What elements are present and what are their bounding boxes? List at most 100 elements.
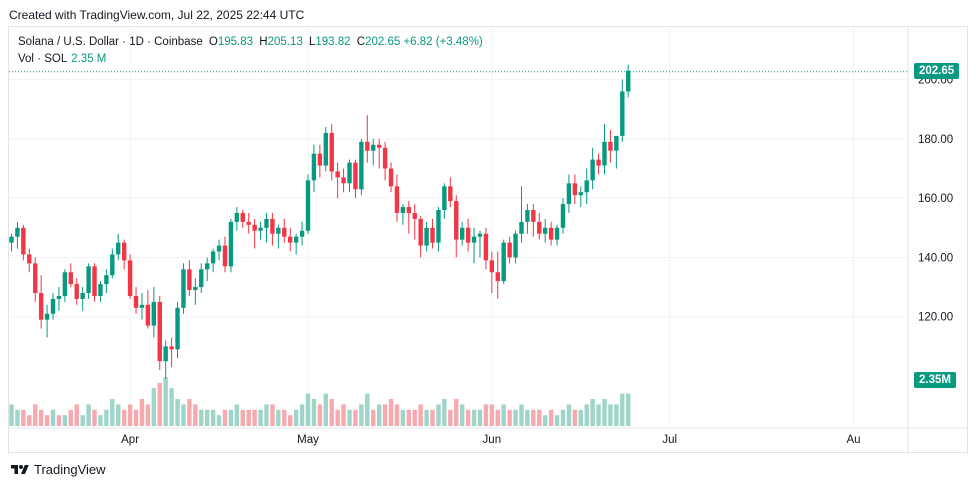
y-tick-label: 160.00: [918, 193, 953, 205]
volume-bar: [121, 409, 127, 426]
footer-brand: TradingView: [34, 462, 106, 477]
candle-body: [620, 91, 625, 136]
candle-body: [228, 221, 234, 267]
volume-bar: [151, 388, 157, 426]
candle-body: [234, 212, 240, 222]
candle-body: [288, 236, 293, 243]
volume-bar: [572, 409, 578, 426]
candle-body: [204, 263, 210, 270]
x-tick-label: Apr: [121, 434, 139, 446]
tradingview-footer[interactable]: TradingView: [10, 462, 106, 477]
volume-bar: [394, 404, 400, 426]
candle-body: [489, 260, 495, 273]
candle-body: [329, 132, 334, 172]
volume-bar: [548, 409, 554, 426]
candle-body: [525, 210, 530, 222]
candle-body: [270, 218, 275, 234]
candle-body: [33, 263, 38, 293]
volume-bar: [127, 404, 133, 426]
volume-bar: [288, 415, 293, 426]
volume-bar: [163, 377, 168, 426]
candle-body: [596, 159, 601, 166]
volume-bar: [448, 409, 453, 426]
chart-frame[interactable]: [8, 26, 968, 453]
volume-bar: [38, 409, 44, 426]
candle-body: [240, 212, 245, 222]
volume-bar: [412, 409, 417, 426]
candle-body: [305, 180, 311, 231]
candle-body: [382, 147, 388, 169]
candle-body: [590, 159, 595, 181]
candle-body: [145, 304, 151, 326]
volume-bar: [104, 409, 109, 426]
candle-body: [584, 180, 589, 193]
last-price-badge: 202.65: [914, 62, 960, 79]
volume-bar: [169, 388, 174, 426]
volume-bar: [590, 399, 595, 426]
volume-bar: [365, 393, 370, 426]
candle-body: [38, 293, 44, 320]
volume-bar: [578, 409, 583, 426]
candle-body: [614, 135, 619, 151]
low-label: L: [308, 36, 316, 48]
candle-body: [127, 260, 133, 296]
candle-body: [560, 204, 566, 228]
candle-body: [495, 272, 500, 282]
candle-body: [335, 171, 340, 178]
candle-body: [169, 346, 174, 350]
candle-body: [501, 242, 506, 282]
volume-bar: [436, 404, 441, 426]
volume-bar: [27, 415, 32, 426]
volume-bar: [400, 409, 406, 426]
candle-body: [477, 233, 483, 237]
candle-body: [15, 227, 20, 237]
volume-bar: [80, 415, 85, 426]
volume-label[interactable]: Vol · SOL: [18, 53, 68, 65]
symbol-name[interactable]: Solana / U.S. Dollar · 1D · Coinbase: [18, 36, 203, 48]
volume-bar: [252, 409, 257, 426]
candle-body: [465, 227, 471, 243]
volume-bar: [116, 404, 121, 426]
candle-body: [566, 183, 572, 205]
candle-body: [353, 162, 358, 190]
candle-body: [543, 227, 548, 234]
volume-bar: [329, 399, 334, 426]
candle-body: [222, 245, 228, 267]
volume-bar: [376, 404, 382, 426]
candle-body: [548, 227, 554, 240]
volume-bar: [246, 409, 251, 426]
candle-body: [448, 186, 453, 202]
volume-bar: [323, 393, 328, 426]
candle-body: [193, 287, 198, 291]
volume-value: 2.35 M: [71, 53, 107, 65]
candle-body: [442, 186, 447, 210]
volume-bar: [228, 409, 234, 426]
volume-bar: [92, 409, 97, 426]
volume-bar: [282, 409, 287, 426]
volume-bar: [371, 409, 376, 426]
candle-body: [199, 269, 204, 288]
candle-body: [323, 132, 328, 166]
volume-bar: [21, 409, 26, 426]
volume-bar: [181, 404, 186, 426]
volume-bar: [270, 404, 275, 426]
candle-body: [519, 221, 524, 234]
volume-bar: [442, 399, 447, 426]
candle-body: [9, 236, 14, 243]
last-volume-badge: 2.35M: [914, 372, 956, 388]
volume-bar: [133, 409, 139, 426]
volume-bar: [614, 404, 619, 426]
candle-body: [424, 227, 429, 246]
high-value: 205.13: [267, 36, 303, 48]
candle-body: [210, 251, 216, 264]
candle-body: [365, 141, 370, 151]
candle-body: [139, 304, 145, 308]
volume-bar: [145, 404, 151, 426]
volume-bar: [519, 404, 524, 426]
candle-body: [181, 269, 186, 308]
volume-bar: [234, 404, 240, 426]
volume-bar: [507, 409, 512, 426]
candle-body: [56, 295, 62, 299]
volume-bar: [341, 404, 346, 426]
